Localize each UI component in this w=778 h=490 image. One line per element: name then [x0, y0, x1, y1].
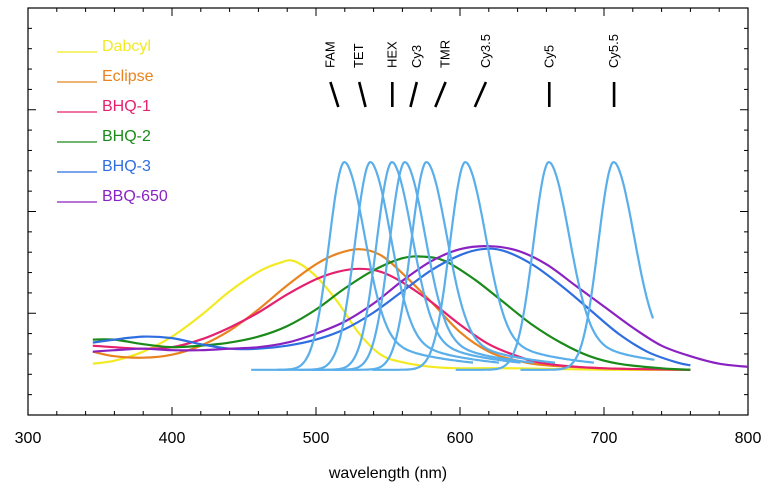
dye-labels: FAM TET HEX Cy3 TMR Cy3.5 Cy5 Cy5.5 [322, 34, 621, 108]
quencher-curve-bhq-2 [92, 255, 691, 371]
dye-label-tet: TET [351, 43, 366, 68]
dye-curve-cy5.5 [520, 160, 655, 371]
dye-label-fam: FAM [322, 41, 337, 68]
x-tick-label: 700 [591, 430, 618, 447]
dye-label-cy3: Cy3 [409, 45, 424, 68]
dye-pointer-cy3 [409, 81, 419, 108]
dye-curve-hex [298, 160, 521, 371]
dye-label-cy3.5: Cy3.5 [478, 34, 493, 68]
x-tick-label: 600 [447, 430, 474, 447]
dye-pointer-cy3.5 [473, 81, 488, 108]
dye-label-hex: HEX [384, 41, 399, 68]
legend-label-bhq-3: BHQ-3 [102, 158, 151, 175]
dye-pointer-tmr [434, 81, 447, 108]
x-axis-label: wavelength (nm) [328, 465, 447, 482]
dye-label-cy5.5: Cy5.5 [606, 34, 621, 68]
quencher-curve-bbq-650 [92, 245, 749, 368]
legend-label-dabcyl: Dabcyl [102, 38, 151, 55]
dye-curve-cy3.5 [372, 160, 594, 371]
dye-pointer-tet [357, 81, 367, 108]
axis-ticks [27, 7, 749, 416]
legend-label-bhq-2: BHQ-2 [102, 128, 151, 145]
dye-label-tmr: TMR [438, 40, 453, 68]
x-tick-label: 500 [303, 430, 330, 447]
dye-curve-tet [277, 160, 499, 371]
legend-label-bbq-650: BBQ-650 [102, 188, 168, 205]
legend: Dabcyl Eclipse BHQ-1 BHQ-2 BHQ-3 BBQ-650 [57, 38, 168, 205]
x-tick-labels: 300 400 500 600 700 800 [15, 430, 762, 447]
legend-label-bhq-1: BHQ-1 [102, 98, 151, 115]
x-tick-label: 400 [159, 430, 186, 447]
dye-pointer-fam [329, 81, 340, 108]
dye-label-cy5: Cy5 [541, 45, 556, 68]
dye-curve-cy5 [455, 160, 655, 371]
x-tick-label: 800 [735, 430, 762, 447]
dye-curve-tmr [333, 160, 556, 371]
x-tick-label: 300 [15, 430, 42, 447]
legend-label-eclipse: Eclipse [102, 68, 154, 85]
dye-curves [251, 160, 655, 371]
